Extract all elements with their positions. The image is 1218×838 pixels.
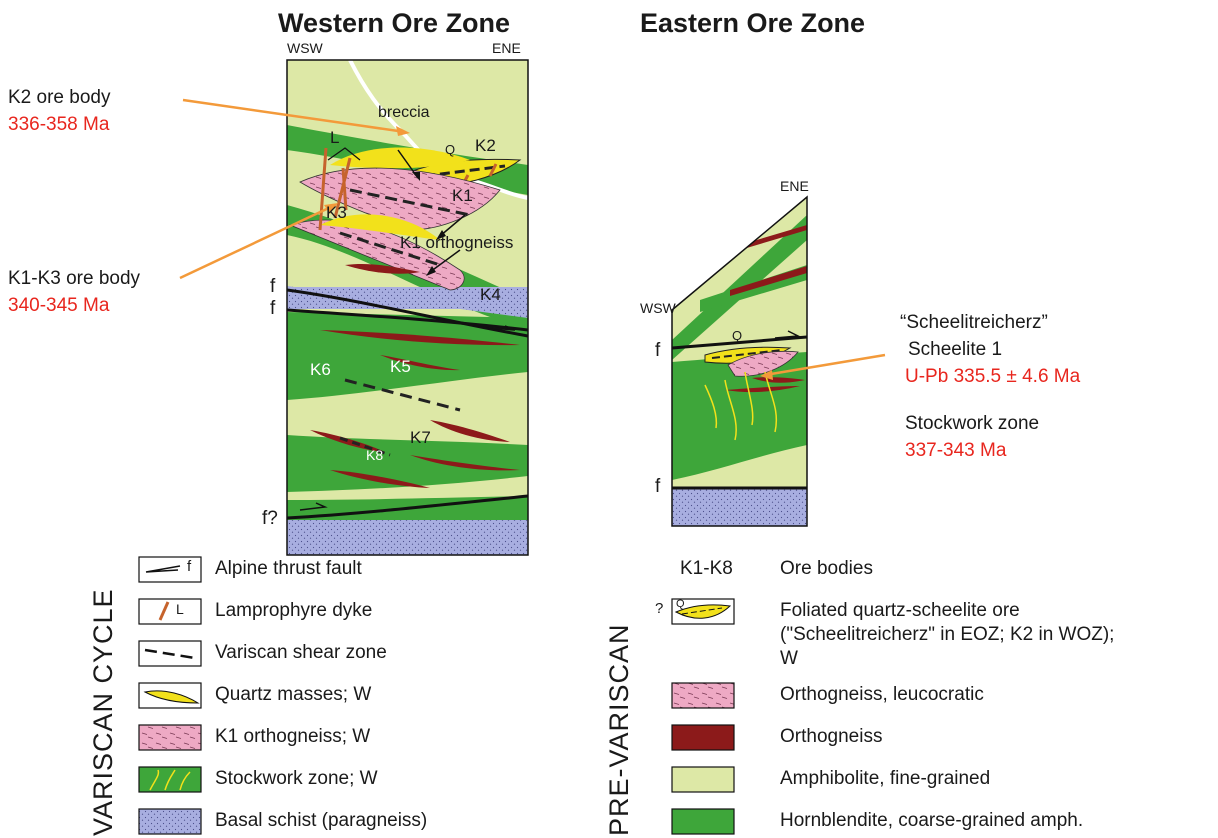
k5-label: K5 bbox=[390, 357, 411, 376]
k8-label: K8 bbox=[366, 447, 384, 463]
k2-arrow bbox=[182, 98, 406, 134]
k1-orthogneiss-label: K1 orthogneiss bbox=[400, 233, 514, 252]
legend-quartz-masses: Quartz masses; W bbox=[215, 684, 372, 705]
scheelite-1-label: Scheelite 1 bbox=[908, 339, 1003, 360]
western-fault-f1: f bbox=[270, 276, 276, 297]
legend-foliated-quartz-line3: W bbox=[780, 648, 798, 669]
prevariscan-legend-swatches bbox=[671, 598, 735, 835]
k1k3-ore-body-label: K1-K3 ore body bbox=[8, 268, 141, 289]
scheelitreicherz-label: “Scheelitreicherz” bbox=[900, 312, 1048, 333]
western-ore-zone-title: Western Ore Zone bbox=[278, 8, 511, 38]
western-fault-f2: f bbox=[270, 298, 276, 319]
eastern-fault-f2: f bbox=[655, 476, 661, 497]
legend-orthogneiss: Orthogneiss bbox=[780, 726, 883, 747]
legend-ore-bodies: Ore bodies bbox=[780, 558, 873, 579]
western-wsw-label: WSW bbox=[287, 40, 323, 56]
eastern-q-label: Q bbox=[732, 328, 743, 343]
dyke-l-label: L bbox=[330, 128, 340, 147]
k2-ore-body-label: K2 ore body bbox=[8, 87, 111, 108]
legend-foliated-quartz-line2: ("Scheelitreicherz" in EOZ; K2 in WOZ); bbox=[780, 624, 1115, 645]
k2-age-label: 336-358 Ma bbox=[8, 114, 110, 135]
variscan-cycle-heading: VARISCAN CYCLE bbox=[88, 588, 118, 836]
legend-q-key: Q bbox=[676, 598, 685, 610]
western-fault-arrow-icon bbox=[489, 325, 516, 331]
legend-variscan-shear-zone: Variscan shear zone bbox=[215, 642, 387, 663]
western-ene-label: ENE bbox=[492, 40, 521, 56]
legend-k1-orthogneiss: K1 orthogneiss; W bbox=[215, 726, 371, 747]
k3-label: K3 bbox=[326, 203, 347, 222]
k7-label: K7 bbox=[410, 428, 431, 447]
legend-hornblendite: Hornblendite, coarse-grained amph. bbox=[780, 810, 1084, 831]
western-fault-f3: f? bbox=[262, 508, 278, 529]
k6-label: K6 bbox=[310, 360, 331, 379]
k2-label: K2 bbox=[475, 136, 496, 155]
eastern-column bbox=[672, 197, 807, 526]
eastern-ore-zone-title: Eastern Ore Zone bbox=[640, 8, 866, 38]
legend-ore-bodies-key: K1-K8 bbox=[680, 558, 733, 579]
legend-orthogneiss-leucocratic: Orthogneiss, leucocratic bbox=[780, 684, 984, 705]
eastern-fault-f1: f bbox=[655, 340, 661, 361]
scheelite-arrow bbox=[764, 353, 886, 377]
k1k3-arrow bbox=[179, 204, 334, 280]
eastern-fault-arrow-icon bbox=[774, 330, 801, 339]
western-column bbox=[287, 60, 528, 555]
k1k3-age-label: 340-345 Ma bbox=[8, 295, 110, 316]
legend-stockwork-zone: Stockwork zone; W bbox=[215, 768, 378, 789]
fault-key-f: f bbox=[187, 558, 192, 575]
dyke-key-l: L bbox=[176, 601, 184, 617]
breccia-label: breccia bbox=[378, 104, 430, 121]
eastern-ene-label: ENE bbox=[780, 178, 809, 194]
k1-label: K1 bbox=[452, 186, 473, 205]
legend-foliated-quartz-line1: Foliated quartz-scheelite ore bbox=[780, 600, 1020, 621]
legend-amphibolite: Amphibolite, fine-grained bbox=[780, 768, 991, 789]
stockwork-age-label: 337-343 Ma bbox=[905, 440, 1007, 461]
legend-alpine-thrust-fault: Alpine thrust fault bbox=[215, 558, 362, 579]
legend-question-mark: ? bbox=[655, 600, 664, 617]
pre-variscan-heading: PRE-VARISCAN bbox=[604, 623, 634, 836]
scheelite-age-label: U-Pb 335.5 ± 4.6 Ma bbox=[905, 366, 1081, 387]
legend-basal-schist: Basal schist (paragneiss) bbox=[215, 810, 428, 831]
variscan-legend-swatches bbox=[138, 556, 202, 835]
legend-lamprophyre-dyke: Lamprophyre dyke bbox=[215, 600, 373, 621]
western-q-label: Q bbox=[445, 142, 456, 157]
k4-label: K4 bbox=[480, 285, 501, 304]
stockwork-zone-label: Stockwork zone bbox=[905, 413, 1040, 434]
eastern-wsw-label: WSW bbox=[640, 300, 676, 316]
